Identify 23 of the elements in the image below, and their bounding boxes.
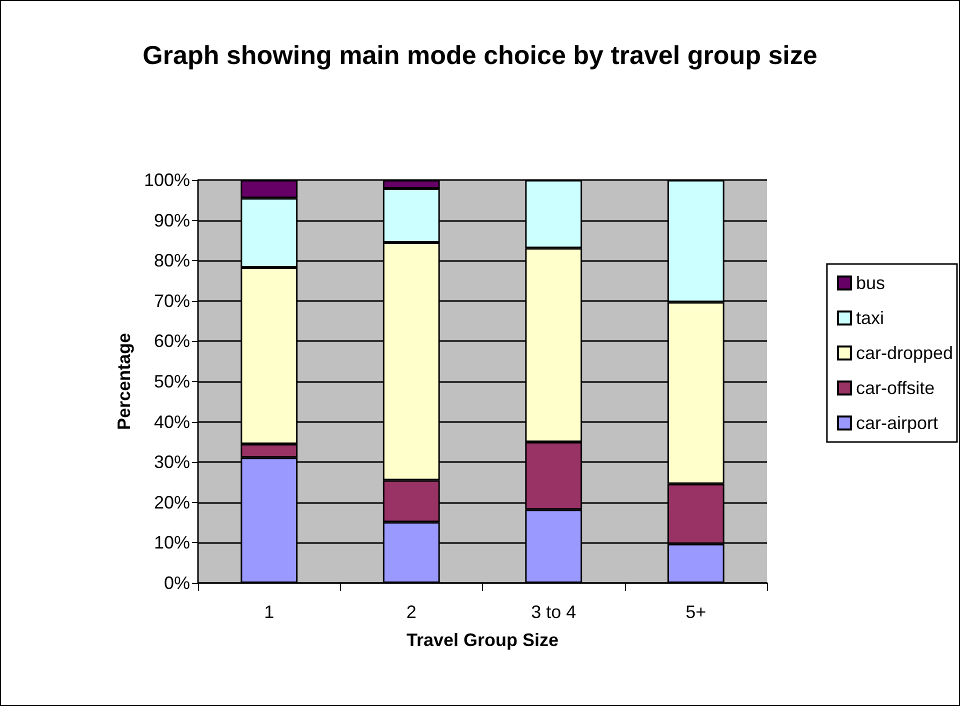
y-axis-title: Percentage xyxy=(114,332,134,430)
chart-title: Graph showing main mode choice by travel group size xyxy=(142,40,818,70)
legend-label: car-airport xyxy=(856,413,938,433)
y-tick-label: 30% xyxy=(154,452,190,472)
x-tick-label: 3 to 4 xyxy=(531,602,576,622)
legend-label: car-dropped xyxy=(856,343,954,363)
y-tick-label: 100% xyxy=(144,170,190,190)
x-tick-label: 5+ xyxy=(686,602,706,622)
y-tick-label: 60% xyxy=(154,331,190,352)
legend-label: bus xyxy=(856,273,885,293)
y-tick-label: 10% xyxy=(154,532,190,553)
y-tick-label: 0% xyxy=(164,573,190,593)
y-tick-label: 70% xyxy=(154,290,190,311)
y-tick-label: 90% xyxy=(154,210,190,230)
legend-label: taxi xyxy=(856,308,884,328)
y-tick-label: 50% xyxy=(154,372,190,392)
x-tick-label: 2 xyxy=(406,602,416,622)
y-tick-label: 80% xyxy=(154,250,190,271)
y-tick-label: 40% xyxy=(154,412,190,432)
x-tick-label: 1 xyxy=(264,602,274,622)
x-axis-title: Travel Group Size xyxy=(406,630,559,650)
legend-label: car-offsite xyxy=(856,378,935,398)
y-tick-label: 20% xyxy=(154,492,190,512)
